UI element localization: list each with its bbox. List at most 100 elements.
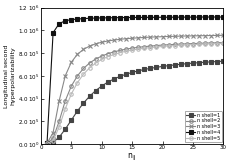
- n shell=2: [58, 120, 61, 122]
- n shell=1: [58, 136, 61, 138]
- n shell=5: [125, 50, 128, 52]
- n shell=5: [106, 56, 109, 58]
- n shell=2: [143, 46, 146, 48]
- n shell=1: [112, 78, 115, 80]
- n shell=2: [100, 55, 103, 57]
- n shell=4: [204, 16, 207, 18]
- n shell=1: [185, 63, 188, 65]
- Legend: n shell=1, n shell=2, n shell=3, n shell=4, n shell=5: n shell=1, n shell=2, n shell=3, n shell…: [185, 111, 222, 142]
- n shell=2: [179, 43, 182, 45]
- Line: n shell=3: n shell=3: [45, 33, 225, 145]
- n shell=2: [94, 58, 97, 60]
- n shell=1: [82, 102, 85, 104]
- n shell=5: [210, 43, 213, 45]
- n shell=1: [216, 60, 219, 62]
- n shell=3: [100, 41, 103, 43]
- n shell=2: [52, 137, 55, 139]
- n shell=2: [131, 47, 134, 49]
- n shell=5: [149, 47, 152, 49]
- n shell=1: [198, 62, 201, 64]
- n shell=1: [179, 63, 182, 65]
- n shell=3: [161, 36, 164, 38]
- n shell=2: [82, 67, 85, 69]
- n shell=1: [70, 119, 73, 121]
- n shell=2: [64, 100, 67, 102]
- n shell=2: [125, 48, 128, 50]
- n shell=2: [161, 44, 164, 46]
- Y-axis label: Longitudinal second
hyperpolarizability: Longitudinal second hyperpolarizability: [4, 44, 15, 108]
- n shell=5: [155, 46, 158, 48]
- n shell=1: [46, 142, 49, 144]
- n shell=5: [167, 45, 170, 47]
- n shell=2: [112, 51, 115, 53]
- n shell=4: [173, 16, 176, 18]
- n shell=1: [173, 64, 176, 66]
- n shell=5: [70, 93, 73, 95]
- n shell=2: [88, 62, 91, 64]
- n shell=1: [125, 73, 128, 75]
- n shell=3: [131, 37, 134, 39]
- n shell=4: [198, 16, 201, 18]
- n shell=4: [137, 16, 140, 18]
- n shell=4: [125, 17, 128, 19]
- n shell=2: [210, 42, 213, 44]
- n shell=1: [52, 141, 55, 143]
- n shell=3: [137, 37, 140, 39]
- n shell=2: [173, 43, 176, 45]
- n shell=4: [112, 17, 115, 19]
- n shell=4: [94, 17, 97, 19]
- n shell=5: [204, 43, 207, 45]
- n shell=3: [112, 39, 115, 41]
- n shell=3: [185, 35, 188, 37]
- n shell=5: [64, 108, 67, 110]
- n shell=2: [106, 53, 109, 55]
- n shell=3: [46, 142, 49, 144]
- n shell=2: [70, 85, 73, 87]
- n shell=3: [143, 36, 146, 38]
- n shell=1: [161, 65, 164, 67]
- n shell=5: [173, 45, 176, 47]
- n shell=3: [155, 36, 158, 38]
- n shell=1: [191, 62, 194, 64]
- n shell=1: [64, 128, 67, 130]
- n shell=5: [58, 126, 61, 128]
- n shell=5: [94, 62, 97, 64]
- n shell=3: [191, 35, 194, 37]
- n shell=5: [216, 43, 219, 45]
- n shell=1: [222, 60, 225, 62]
- n shell=1: [131, 71, 134, 73]
- n shell=5: [100, 58, 103, 60]
- n shell=4: [119, 17, 121, 19]
- n shell=3: [125, 38, 128, 40]
- n shell=5: [222, 42, 225, 44]
- n shell=3: [216, 34, 219, 36]
- n shell=1: [106, 81, 109, 83]
- n shell=1: [119, 75, 121, 77]
- n shell=4: [216, 16, 219, 18]
- n shell=5: [179, 44, 182, 46]
- n shell=2: [216, 42, 219, 44]
- n shell=4: [64, 20, 67, 22]
- n shell=3: [119, 38, 121, 40]
- n shell=1: [100, 85, 103, 87]
- n shell=4: [155, 16, 158, 18]
- n shell=3: [198, 35, 201, 37]
- n shell=4: [222, 16, 225, 18]
- n shell=2: [185, 43, 188, 45]
- Line: n shell=4: n shell=4: [45, 15, 225, 145]
- n shell=4: [76, 18, 79, 20]
- n shell=5: [52, 140, 55, 142]
- n shell=2: [204, 42, 207, 44]
- n shell=3: [204, 35, 207, 37]
- n shell=1: [155, 66, 158, 68]
- n shell=1: [149, 67, 152, 69]
- n shell=5: [185, 44, 188, 46]
- n shell=1: [94, 90, 97, 92]
- n shell=4: [179, 16, 182, 18]
- n shell=4: [161, 16, 164, 18]
- n shell=5: [46, 142, 49, 144]
- n shell=2: [191, 43, 194, 45]
- n shell=5: [161, 45, 164, 47]
- n shell=5: [112, 53, 115, 55]
- X-axis label: $\mathregular{n_{\parallel}}$: $\mathregular{n_{\parallel}}$: [127, 152, 137, 163]
